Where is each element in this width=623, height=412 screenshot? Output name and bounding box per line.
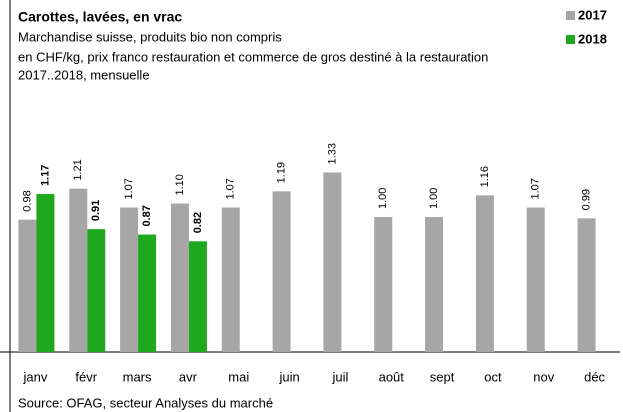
value-label: 1.07 <box>225 178 237 199</box>
bar <box>374 217 393 352</box>
x-tick-label: janv <box>22 369 47 384</box>
bar <box>188 241 207 352</box>
value-label: 1.19 <box>275 162 287 183</box>
value-label: 1.07 <box>530 178 542 199</box>
legend-swatch <box>566 35 575 44</box>
x-tick-label: sept <box>430 369 455 384</box>
bar <box>475 195 494 352</box>
value-label: 1.33 <box>326 143 338 164</box>
value-label: 0.98 <box>21 190 33 211</box>
x-tick-label: avr <box>179 369 198 384</box>
value-label: 0.99 <box>580 189 592 210</box>
subtitle: 2017..2018, mensuelle <box>18 67 150 82</box>
x-tick-label: mars <box>123 369 152 384</box>
bar <box>18 219 37 352</box>
x-tick-label: déc <box>584 369 605 384</box>
subtitle: en CHF/kg, prix franco restauration et c… <box>18 49 488 64</box>
source: Source: OFAG, secteur Analyses du marché <box>18 395 273 410</box>
x-tick-label: nov <box>533 369 554 384</box>
value-label: 1.21 <box>72 159 84 180</box>
value-label: 1.17 <box>39 165 51 186</box>
chart-title: Carottes, lavées, en vrac <box>18 9 182 25</box>
bar <box>221 207 240 352</box>
bar <box>526 207 545 352</box>
bar <box>36 194 55 352</box>
value-label: 1.00 <box>428 188 440 209</box>
legend-label: 2017 <box>578 7 607 22</box>
x-tick-label: mai <box>228 369 249 384</box>
bar <box>272 191 291 352</box>
subtitle: Marchandise suisse, produits bio non com… <box>18 29 282 44</box>
legend-label: 2018 <box>578 31 607 46</box>
bar <box>323 172 342 352</box>
value-label: 1.00 <box>377 188 389 209</box>
legend-swatch <box>566 11 575 20</box>
value-label: 0.82 <box>192 212 204 233</box>
bar <box>138 234 157 352</box>
x-tick-label: août <box>379 369 405 384</box>
value-label: 0.91 <box>90 200 102 221</box>
x-tick-label: juil <box>331 369 348 384</box>
bar <box>425 217 444 352</box>
x-tick-label: févr <box>75 369 97 384</box>
x-tick-label: juin <box>278 369 299 384</box>
bar <box>120 207 139 352</box>
bar <box>577 218 596 352</box>
bar <box>170 203 189 352</box>
value-label: 0.87 <box>141 205 153 226</box>
bar <box>87 229 106 352</box>
value-label: 1.16 <box>479 166 491 187</box>
value-label: 1.10 <box>174 174 186 195</box>
bar <box>69 188 88 352</box>
value-label: 1.07 <box>123 178 135 199</box>
x-tick-label: oct <box>484 369 502 384</box>
